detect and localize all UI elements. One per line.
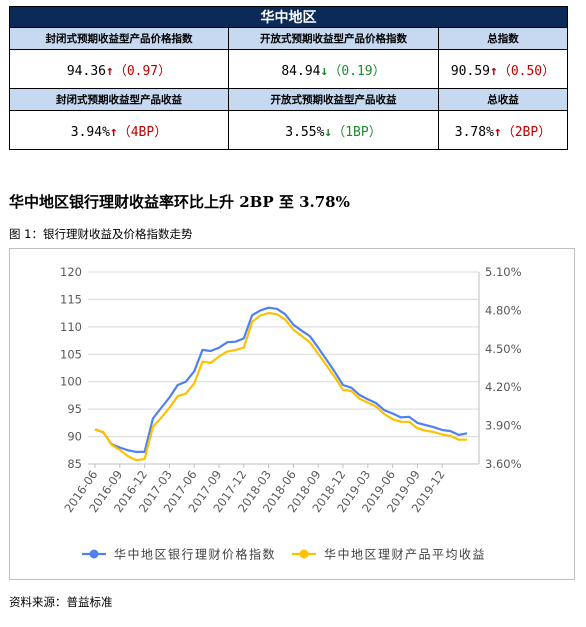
y-left-tick-label: 105 bbox=[60, 347, 82, 361]
cell-open-price-index: 84.94↓（0.19） bbox=[228, 49, 439, 89]
header-total-yield: 总收益 bbox=[438, 88, 568, 111]
headline: 华中地区银行理财收益率环比上升 2BP 至 3.78% bbox=[9, 193, 350, 211]
legend-swatch-marker bbox=[89, 549, 99, 559]
value-text: 3.78% bbox=[454, 124, 494, 140]
cell-closed-price-index: 94.36↑（0.97） bbox=[9, 49, 229, 89]
y-right-tick-label: 4.80% bbox=[485, 303, 522, 317]
cell-open-yield: 3.55%↓（1BP） bbox=[228, 110, 439, 150]
source-note: 资料来源：普益标准 bbox=[9, 595, 113, 609]
header-open-yield: 开放式预期收益型产品收益 bbox=[228, 88, 439, 111]
chart-grid bbox=[88, 271, 479, 465]
change-text: （1BP） bbox=[332, 124, 382, 140]
legend-swatch-marker bbox=[299, 549, 309, 559]
y-left-tick-label: 85 bbox=[67, 457, 82, 471]
header-closed-yield: 封闭式预期收益型产品收益 bbox=[9, 88, 229, 111]
series-line-avg-yield bbox=[94, 311, 467, 462]
change-text: （0.19） bbox=[328, 63, 386, 79]
y-right-tick-label: 5.10% bbox=[485, 265, 522, 279]
value-text: 94.36 bbox=[66, 63, 106, 79]
arrow-up-icon: ↑ bbox=[109, 124, 118, 140]
arrow-down-icon: ↓ bbox=[320, 63, 329, 79]
y-right-tick-label: 3.60% bbox=[485, 457, 522, 471]
chart-legend: 华中地区银行理财价格指数 华中地区理财产品平均收益 bbox=[82, 547, 486, 562]
cell-total-yield: 3.78%↑（2BP） bbox=[438, 110, 568, 150]
value-text: 84.94 bbox=[281, 63, 321, 79]
cell-total-index: 90.59↑（0.50） bbox=[438, 49, 568, 89]
arrow-up-icon: ↑ bbox=[493, 124, 502, 140]
arrow-up-icon: ↑ bbox=[490, 63, 498, 79]
value-text: 90.59 bbox=[450, 63, 490, 79]
summary-table: 华中地区 封闭式预期收益型产品价格指数 开放式预期收益型产品价格指数 总指数 9… bbox=[9, 6, 568, 150]
change-text: （2BP） bbox=[501, 124, 552, 140]
change-text: （4BP） bbox=[117, 124, 168, 140]
y-right-tick-label: 3.90% bbox=[485, 419, 522, 433]
header-closed-price-index: 封闭式预期收益型产品价格指数 bbox=[9, 27, 229, 50]
header-total-index: 总指数 bbox=[438, 27, 568, 50]
value-text: 3.55% bbox=[285, 124, 325, 140]
chart-container: 85 90 95 100 105 110 115 120 3.60% 3.90% 4.20% 4.50… bbox=[9, 248, 575, 580]
y-left-tick-label: 110 bbox=[60, 320, 82, 334]
legend-label: 华中地区银行理财价格指数 bbox=[114, 547, 276, 562]
series-line-price-index bbox=[94, 306, 468, 453]
figure-label: 图 1：银行理财收益及价格指数走势 bbox=[9, 227, 193, 241]
change-text: （0.50） bbox=[497, 63, 556, 79]
y-left-tick-label: 95 bbox=[67, 402, 82, 416]
chart-axes: 85 90 95 100 105 110 115 120 3.60% 3.90% 4.20% 4.50… bbox=[60, 265, 522, 515]
y-left-tick-label: 100 bbox=[60, 375, 82, 389]
header-open-price-index: 开放式预期收益型产品价格指数 bbox=[228, 27, 439, 50]
line-chart: 85 90 95 100 105 110 115 120 3.60% 3.90% 4.20% 4.50… bbox=[60, 265, 522, 562]
chart-series bbox=[94, 306, 468, 462]
arrow-up-icon: ↑ bbox=[106, 63, 114, 79]
change-text: （0.97） bbox=[113, 63, 172, 79]
legend-label: 华中地区理财产品平均收益 bbox=[324, 547, 486, 562]
y-left-tick-label: 120 bbox=[60, 265, 82, 279]
table-title: 华中地区 bbox=[9, 6, 568, 28]
y-right-tick-label: 4.50% bbox=[485, 342, 522, 356]
value-text: 3.94% bbox=[70, 124, 110, 140]
arrow-down-icon: ↓ bbox=[324, 124, 333, 140]
y-left-tick-label: 115 bbox=[60, 292, 82, 306]
cell-closed-yield: 3.94%↑（4BP） bbox=[9, 110, 229, 150]
y-left-tick-label: 90 bbox=[67, 430, 82, 444]
y-right-tick-label: 4.20% bbox=[485, 380, 522, 394]
